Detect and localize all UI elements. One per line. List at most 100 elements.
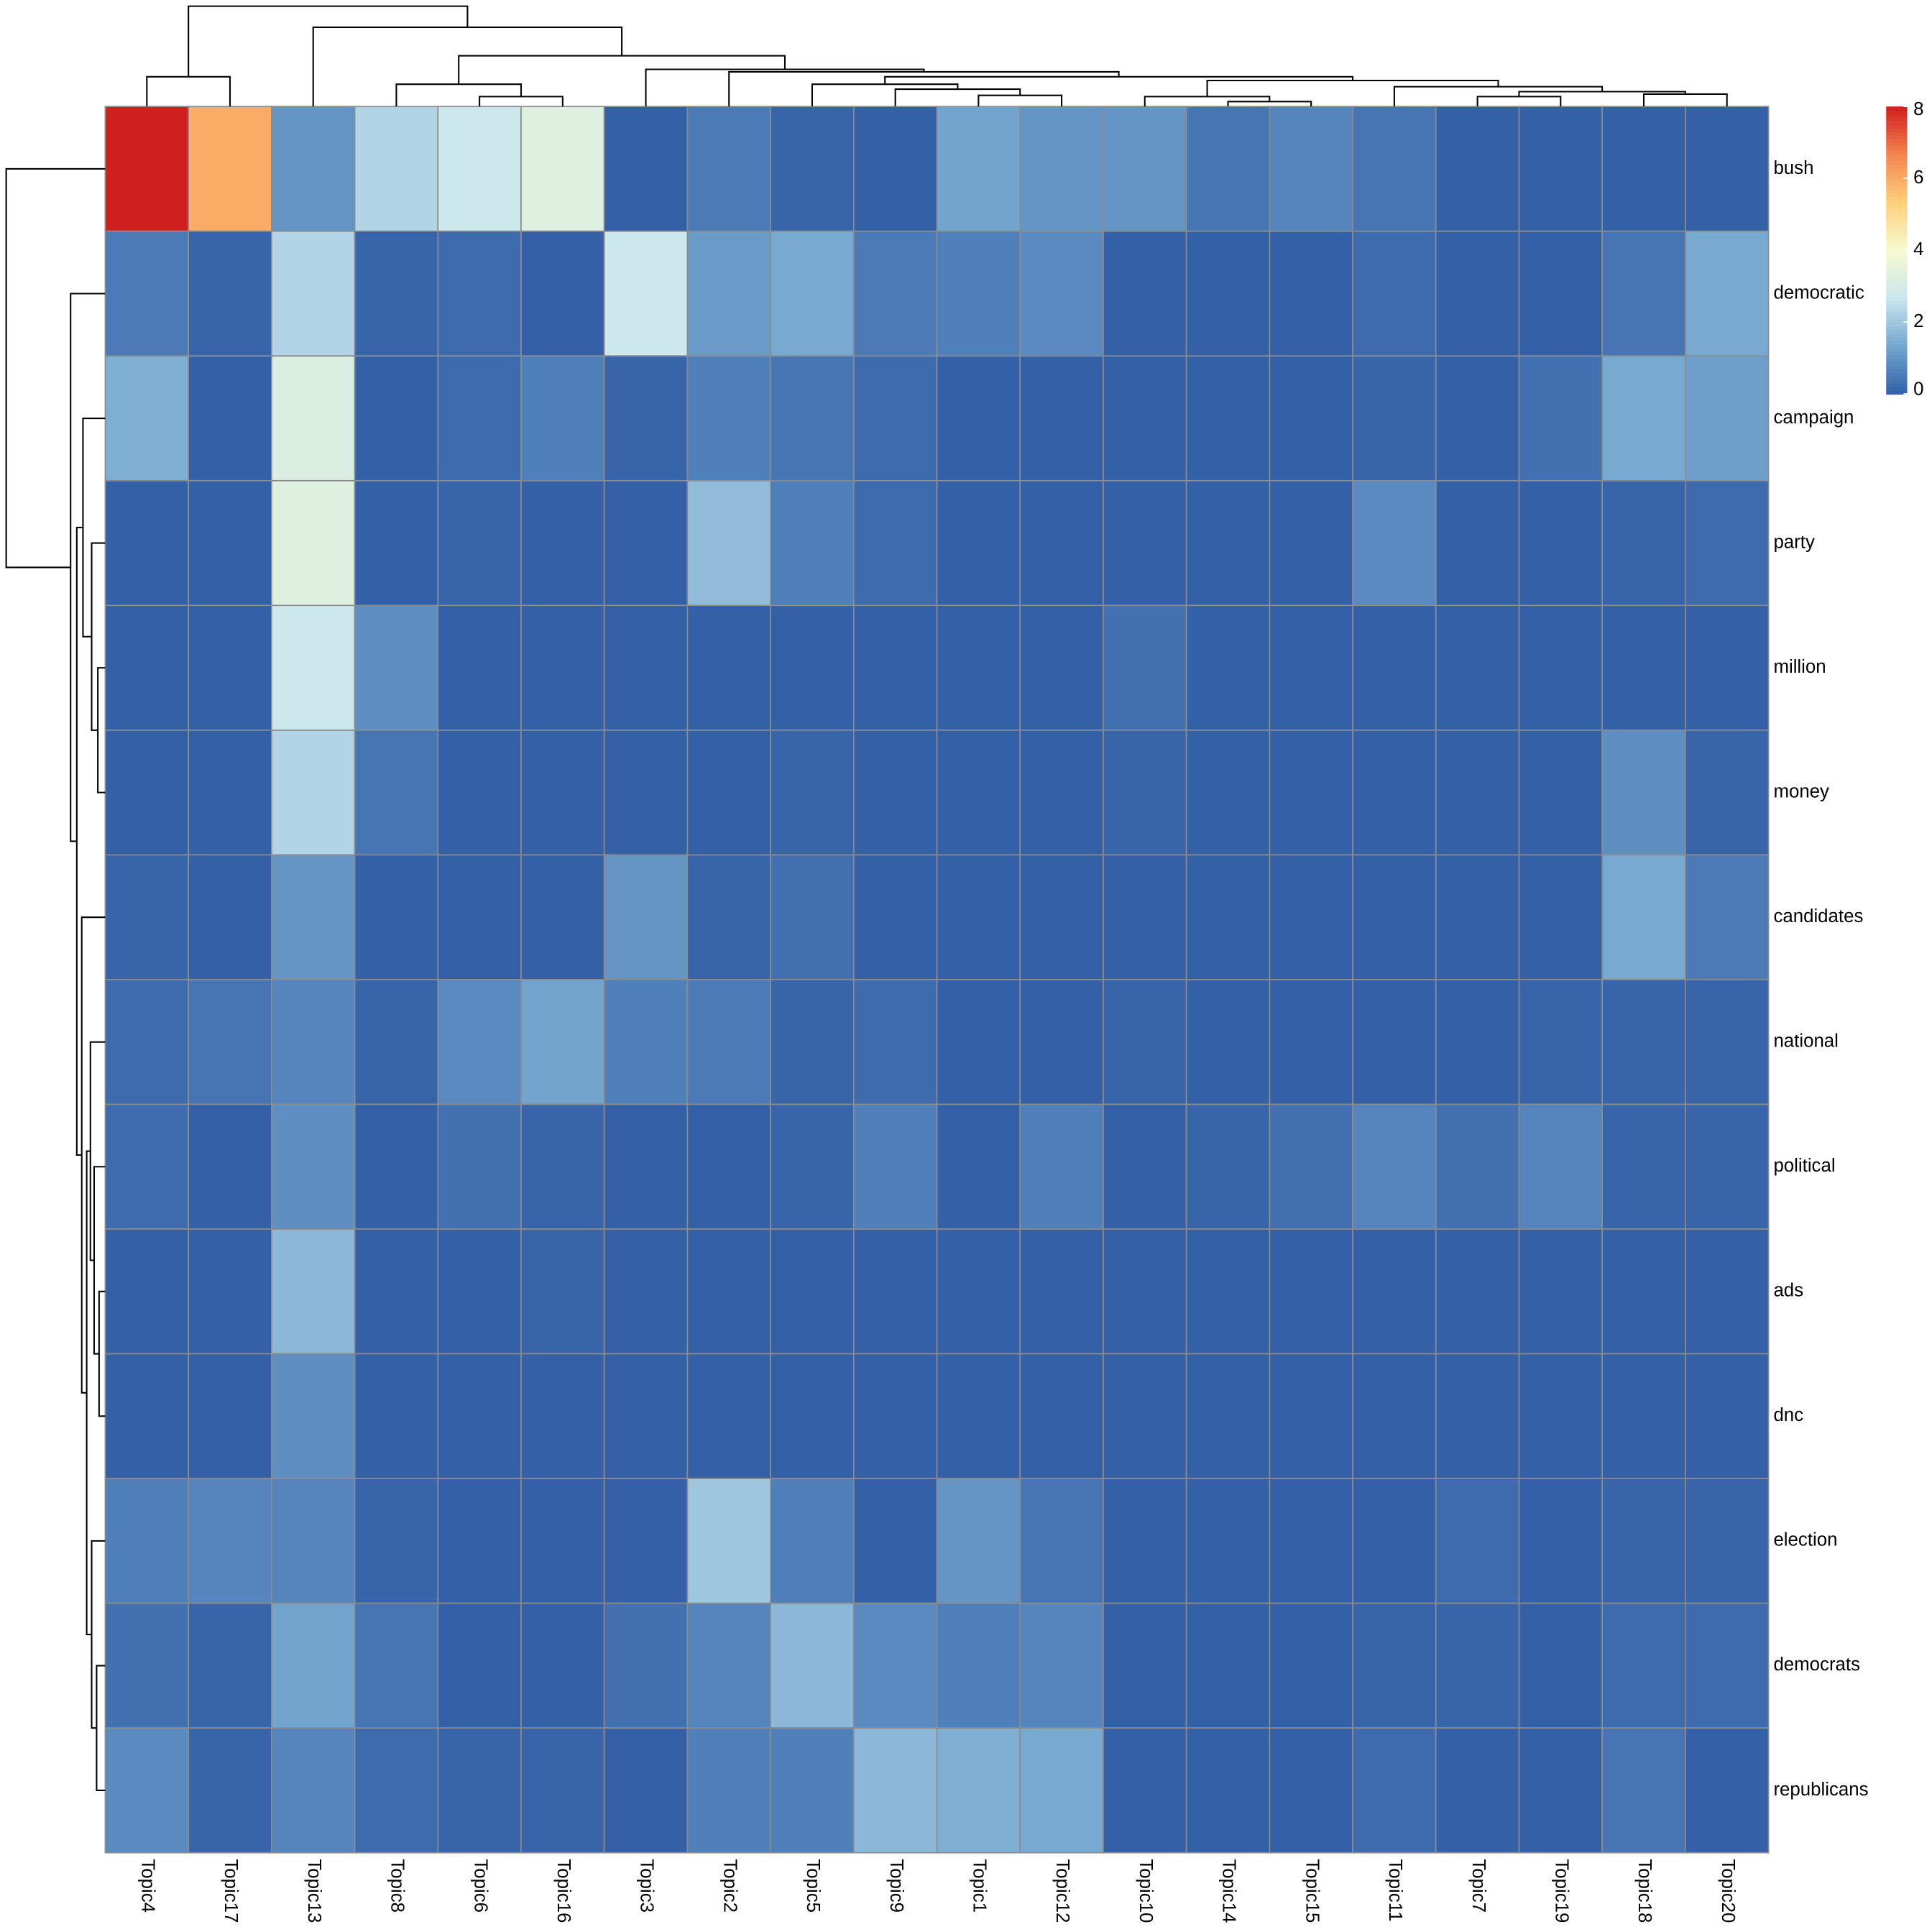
column-label: Topic17 [221,1859,241,1923]
heatmap-cell [852,106,938,232]
heatmap-cell [1352,1727,1437,1854]
heatmap-cell [271,479,356,607]
heatmap-cell [1601,1228,1686,1355]
heatmap-cell [1352,730,1437,856]
heatmap-cell [686,604,771,731]
heatmap-cell [1019,1228,1104,1355]
heatmap-cell [603,479,689,607]
column-label: Topic4 [137,1859,157,1913]
heatmap-cell [1103,1353,1187,1479]
heatmap-cell [936,604,1021,731]
heatmap-cell [520,1602,605,1729]
dendrogram-branch [70,293,106,842]
heatmap-cell [188,479,272,607]
heatmap-cell [104,730,190,856]
heatmap-cell [437,1727,522,1854]
heatmap-cell [1019,355,1104,482]
colorbar-segment [1886,300,1908,305]
heatmap-cell [936,1602,1021,1729]
heatmap-cell [852,1727,938,1854]
heatmap-cell [1518,854,1604,980]
dendrogram-branch [1476,96,1562,107]
heatmap-cell [603,355,689,482]
heatmap-cell [1518,1727,1604,1854]
heatmap-cell [1103,604,1187,731]
heatmap-cell [770,854,855,980]
dendrogram-branch [811,83,959,107]
column-label: Topic11 [1385,1859,1405,1921]
heatmap-cell [1269,1353,1353,1479]
heatmap-cell [1518,106,1604,232]
colorbar-segment [1886,346,1908,352]
column-label: Topic18 [1634,1859,1655,1923]
heatmap-cell [686,1228,771,1355]
heatmap-cell [271,355,356,482]
colorbar-segment [1886,308,1908,313]
heatmap-cell [188,1103,272,1230]
colorbar-segment [1886,160,1908,165]
column-label: Topic10 [1136,1859,1156,1923]
heatmap-cell [1684,730,1770,856]
heatmap-cell [354,730,439,856]
heatmap-cell [1601,854,1686,980]
colorbar-segment [1886,357,1908,362]
heatmap-cell [520,979,605,1105]
row-label: bush [1773,158,1813,178]
colorbar-segment [1886,264,1908,270]
heatmap-cell [1601,230,1686,357]
colorbar-segment [1886,315,1908,320]
column-label: Topic13 [304,1859,324,1923]
heatmap-cell [520,730,605,856]
heatmap-cell [354,979,439,1105]
heatmap-cell [1435,979,1520,1105]
heatmap-cell [104,979,190,1105]
heatmap-cell [1352,1353,1437,1479]
heatmap-cell [520,1228,605,1355]
heatmap-cell [437,230,522,357]
heatmap-cell [1601,1103,1686,1230]
heatmap-cell [936,106,1021,232]
column-label: Topic15 [1302,1859,1322,1923]
colorbar-segment [1886,229,1908,234]
heatmap-cell [1103,1727,1187,1854]
heatmap-cell [1185,854,1271,980]
heatmap-cell [520,230,605,357]
colorbar-segment [1886,142,1908,147]
heatmap-cell [271,106,356,232]
heatmap-cell [770,230,855,357]
heatmap-cell [770,1727,855,1854]
heatmap-cell [1352,979,1437,1105]
heatmap-cell [104,1602,190,1729]
colorbar-segment [1886,386,1908,391]
heatmap-cell [852,1228,938,1355]
colorbar-segment [1886,311,1908,316]
heatmap-cell [1518,230,1604,357]
heatmap-cell [770,1602,855,1729]
heatmap-cell [1185,979,1271,1105]
heatmap-cell [770,355,855,482]
heatmap-cell [354,230,439,357]
row-label: republicans [1773,1780,1868,1800]
colorbar-segment [1886,257,1908,262]
colorbar-tick-label: 4 [1913,239,1923,259]
dendrogram-branch [96,1665,106,1791]
heatmap-cell [520,1353,605,1479]
heatmap-cell [1103,854,1187,980]
heatmap-cell [686,355,771,482]
colorbar-segment [1886,106,1908,111]
heatmap-cell [770,730,855,856]
heatmap-cell [271,1353,356,1479]
heatmap-cell [1103,355,1187,482]
heatmap-cell [686,479,771,607]
dendrogram-branch [395,83,523,107]
colorbar-segment [1886,350,1908,356]
heatmap-cell [852,1602,938,1729]
heatmap-cell [1185,1103,1271,1230]
heatmap-cell [1352,1103,1437,1230]
heatmap-cell [1684,106,1770,232]
heatmap-cell [1601,604,1686,731]
heatmap-cell [354,1103,439,1230]
colorbar-segment [1886,286,1908,291]
heatmap-cell [686,1103,771,1230]
colorbar-segment [1886,354,1908,359]
